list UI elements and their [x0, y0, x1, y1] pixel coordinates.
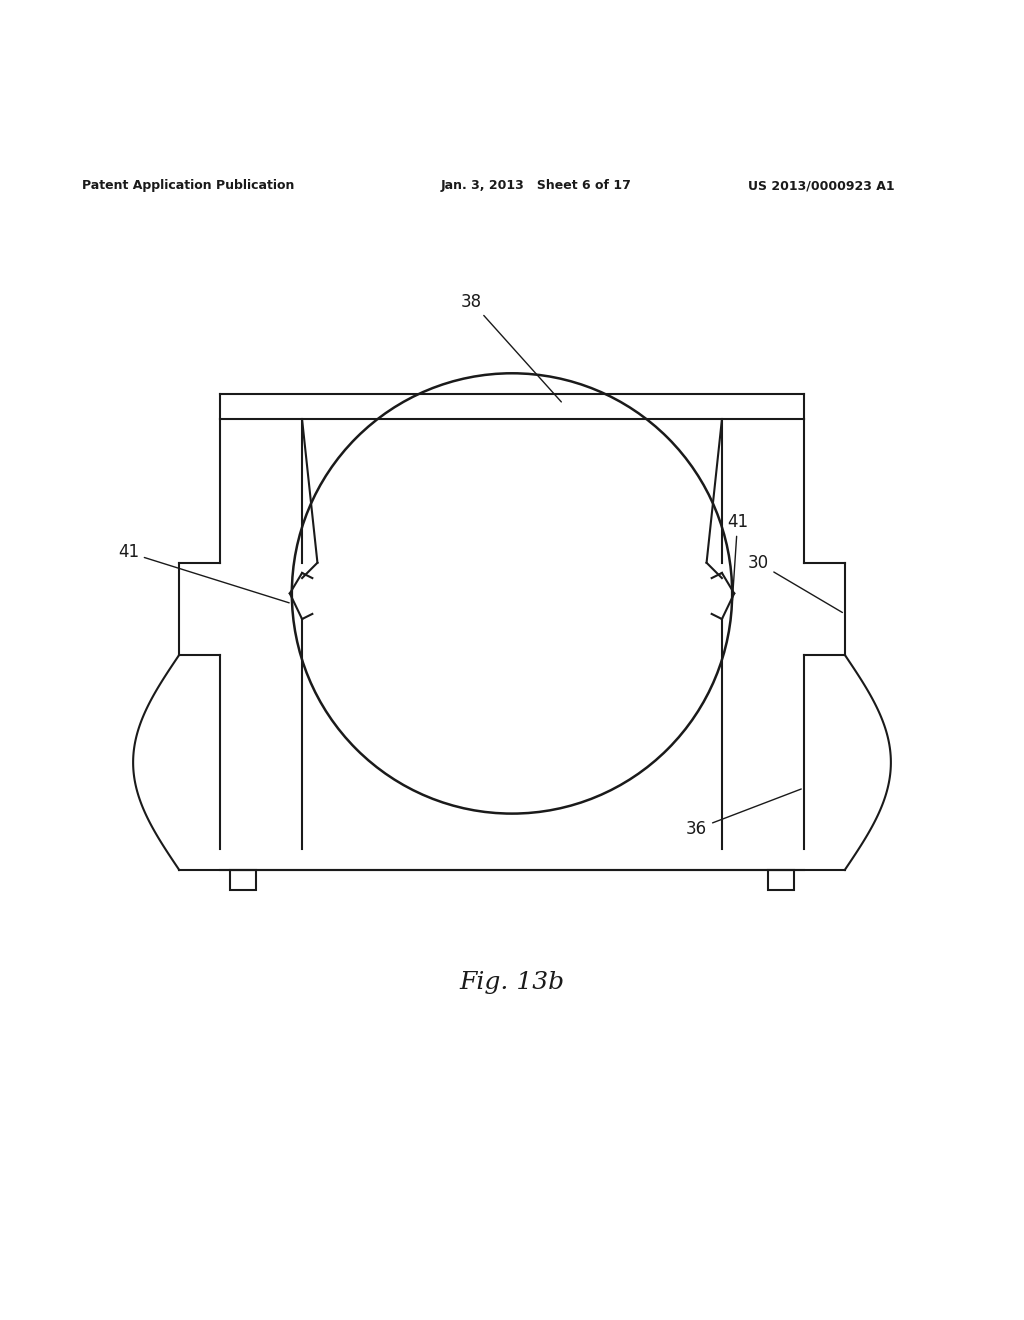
Text: 38: 38	[461, 293, 561, 401]
Bar	[768, 870, 794, 891]
Text: 30: 30	[748, 553, 843, 612]
Text: 41: 41	[727, 512, 749, 601]
Bar	[230, 870, 256, 891]
Text: Jan. 3, 2013   Sheet 6 of 17: Jan. 3, 2013 Sheet 6 of 17	[440, 180, 631, 193]
Text: 36: 36	[686, 789, 801, 838]
Text: US 2013/0000923 A1: US 2013/0000923 A1	[748, 180, 894, 193]
Text: Fig. 13b: Fig. 13b	[460, 972, 564, 994]
Text: 41: 41	[118, 544, 289, 603]
Text: Patent Application Publication: Patent Application Publication	[82, 180, 294, 193]
